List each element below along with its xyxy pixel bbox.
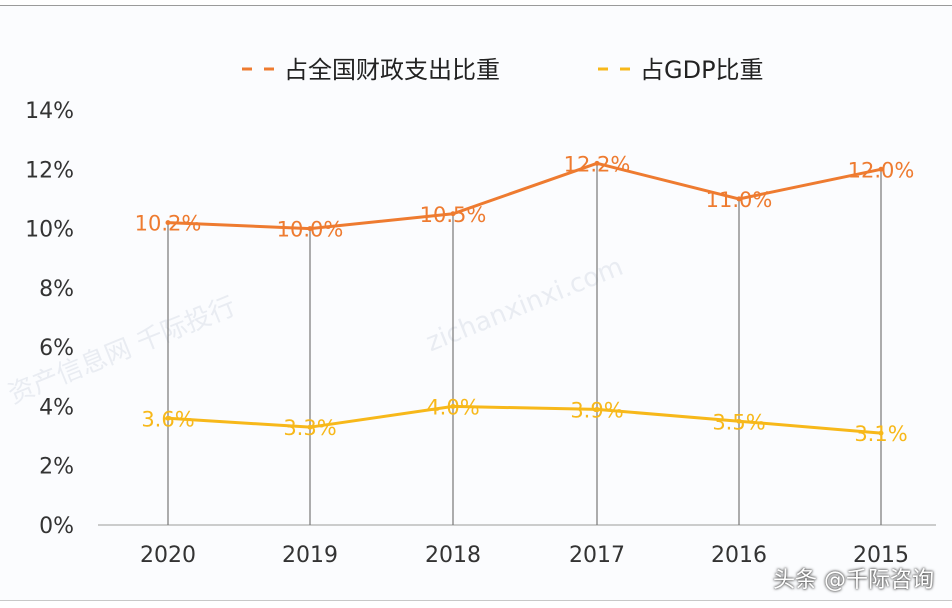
- data-label: 3.5%: [712, 410, 765, 434]
- data-label: 10.0%: [277, 218, 344, 242]
- chart-frame: [0, 5, 952, 601]
- x-tick-label: 2020: [140, 543, 196, 568]
- data-point: [165, 415, 171, 421]
- y-tick-label: 14%: [25, 99, 74, 124]
- data-label: 11.0%: [706, 188, 773, 212]
- x-tick-label: 2015: [853, 543, 909, 568]
- data-label: 3.9%: [570, 398, 623, 422]
- y-tick-label: 6%: [39, 336, 74, 361]
- data-point: [878, 166, 884, 172]
- x-tick-label: 2019: [282, 543, 338, 568]
- data-point: [594, 406, 600, 412]
- x-tick-label: 2018: [425, 543, 481, 568]
- y-tick-label: 10%: [25, 218, 74, 243]
- data-point: [736, 196, 742, 202]
- data-point: [307, 424, 313, 430]
- data-point: [594, 160, 600, 166]
- y-tick-label: 4%: [39, 395, 74, 420]
- data-label: 4.0%: [426, 395, 479, 419]
- data-point: [165, 220, 171, 226]
- data-point: [736, 418, 742, 424]
- legend-label: 占全国财政支出比重: [284, 56, 500, 84]
- y-tick-label: 12%: [25, 158, 74, 183]
- series-line-1: [167, 404, 882, 435]
- y-tick-label: 2%: [39, 455, 74, 480]
- data-label: 3.3%: [283, 416, 336, 440]
- data-label: 12.0%: [848, 158, 915, 182]
- y-tick-label: 8%: [39, 277, 74, 302]
- legend-label: 占GDP比重: [640, 56, 764, 84]
- data-label: 3.1%: [854, 422, 907, 446]
- x-tick-label: 2016: [711, 543, 767, 568]
- data-label: 12.2%: [564, 152, 631, 176]
- data-point: [450, 403, 456, 409]
- data-point: [307, 226, 313, 232]
- x-tick-label: 2017: [569, 543, 625, 568]
- data-point: [878, 430, 884, 436]
- data-label: 10.2%: [135, 212, 202, 236]
- data-label: 3.6%: [141, 407, 194, 431]
- y-tick-label: 0%: [39, 514, 74, 539]
- data-point: [450, 211, 456, 217]
- series-line-0: [167, 161, 882, 231]
- data-label: 10.5%: [420, 203, 487, 227]
- attribution-watermark: 头条 @千际咨询: [773, 568, 934, 593]
